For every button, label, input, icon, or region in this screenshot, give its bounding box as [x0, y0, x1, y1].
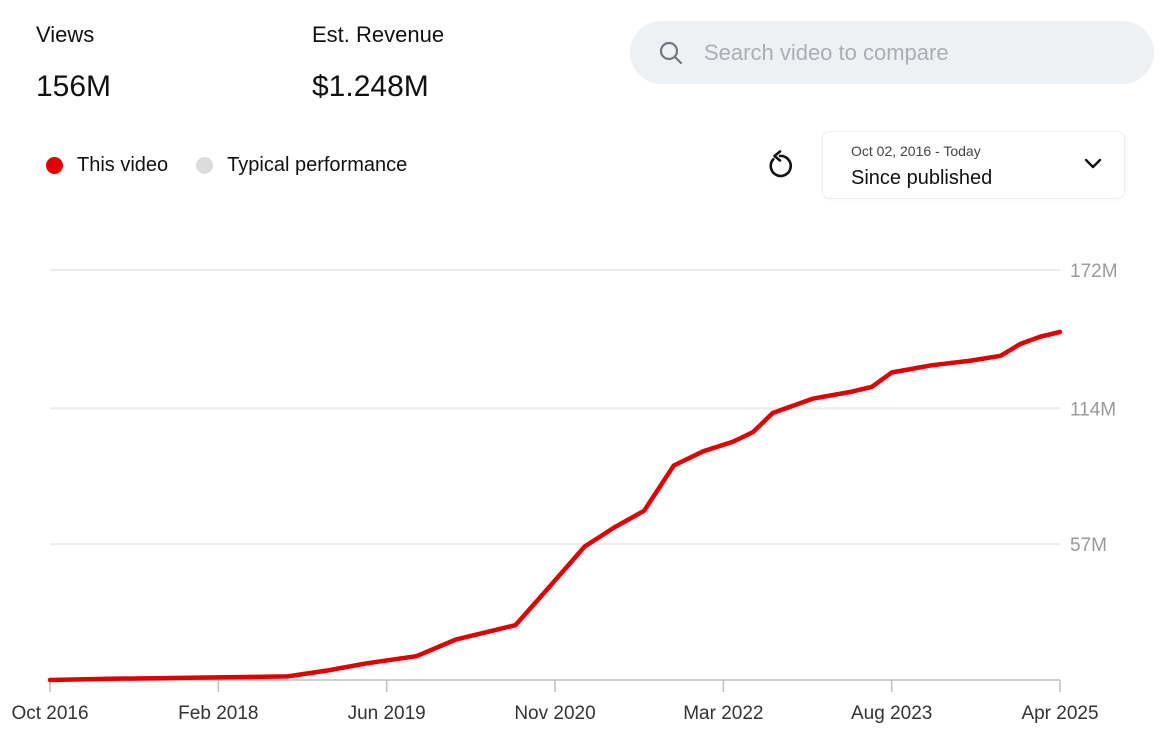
revenue-stat: Est. Revenue $1.248M [312, 22, 444, 104]
x-tick-label: Mar 2022 [683, 703, 763, 724]
series-line-this-video [47, 329, 1063, 683]
legend-dot-red [46, 157, 63, 174]
x-tick-label: Aug 2023 [851, 703, 932, 724]
legend-dot-gray [196, 157, 214, 174]
revenue-value: $1.248M [312, 70, 429, 103]
search-icon [659, 41, 683, 65]
date-range-label: Since published [851, 167, 993, 189]
views-label: Views [36, 22, 95, 47]
compare-search-box[interactable] [630, 21, 1154, 84]
x-axis: Oct 2016 Feb 2018 Jun 2019 Nov 2020 Mar 2022… [11, 679, 1099, 724]
search-input[interactable] [702, 31, 1126, 75]
x-tick-label: Jun 2019 [348, 703, 426, 724]
x-tick-label: Nov 2020 [514, 703, 595, 724]
views-value: 156M [36, 70, 112, 103]
x-tick-label: Apr 2025 [1021, 703, 1098, 724]
y-tick-label: 172M [1070, 261, 1118, 282]
chart-legend: This video Typical performance [46, 154, 435, 177]
views-line-chart: 57M 114M 172M Oct 2016 Feb 2018 Jun 2019 Nov … [11, 261, 1118, 724]
revenue-label: Est. Revenue [312, 22, 445, 47]
legend-label: This video [77, 154, 169, 176]
y-tick-label: 57M [1070, 535, 1107, 556]
x-tick-label: Oct 2016 [11, 703, 88, 724]
y-tick-label: 114M [1070, 399, 1116, 420]
reset-button[interactable] [762, 148, 798, 184]
gridlines: 57M 114M 172M [50, 261, 1118, 556]
legend-item-typical-performance[interactable]: Typical performance [196, 154, 407, 177]
x-tick-label: Feb 2018 [178, 703, 258, 724]
views-stat: Views 156M [36, 22, 111, 104]
date-range-dates: Oct 02, 2016 - Today [851, 143, 981, 159]
chevron-down-icon [1084, 158, 1102, 169]
legend-label: Typical performance [227, 154, 408, 176]
legend-item-this-video[interactable]: This video [46, 154, 168, 177]
refresh-icon [769, 150, 793, 178]
date-range-dropdown[interactable]: Oct 02, 2016 - Today Since published [822, 131, 1125, 199]
series-layer [47, 329, 1063, 683]
